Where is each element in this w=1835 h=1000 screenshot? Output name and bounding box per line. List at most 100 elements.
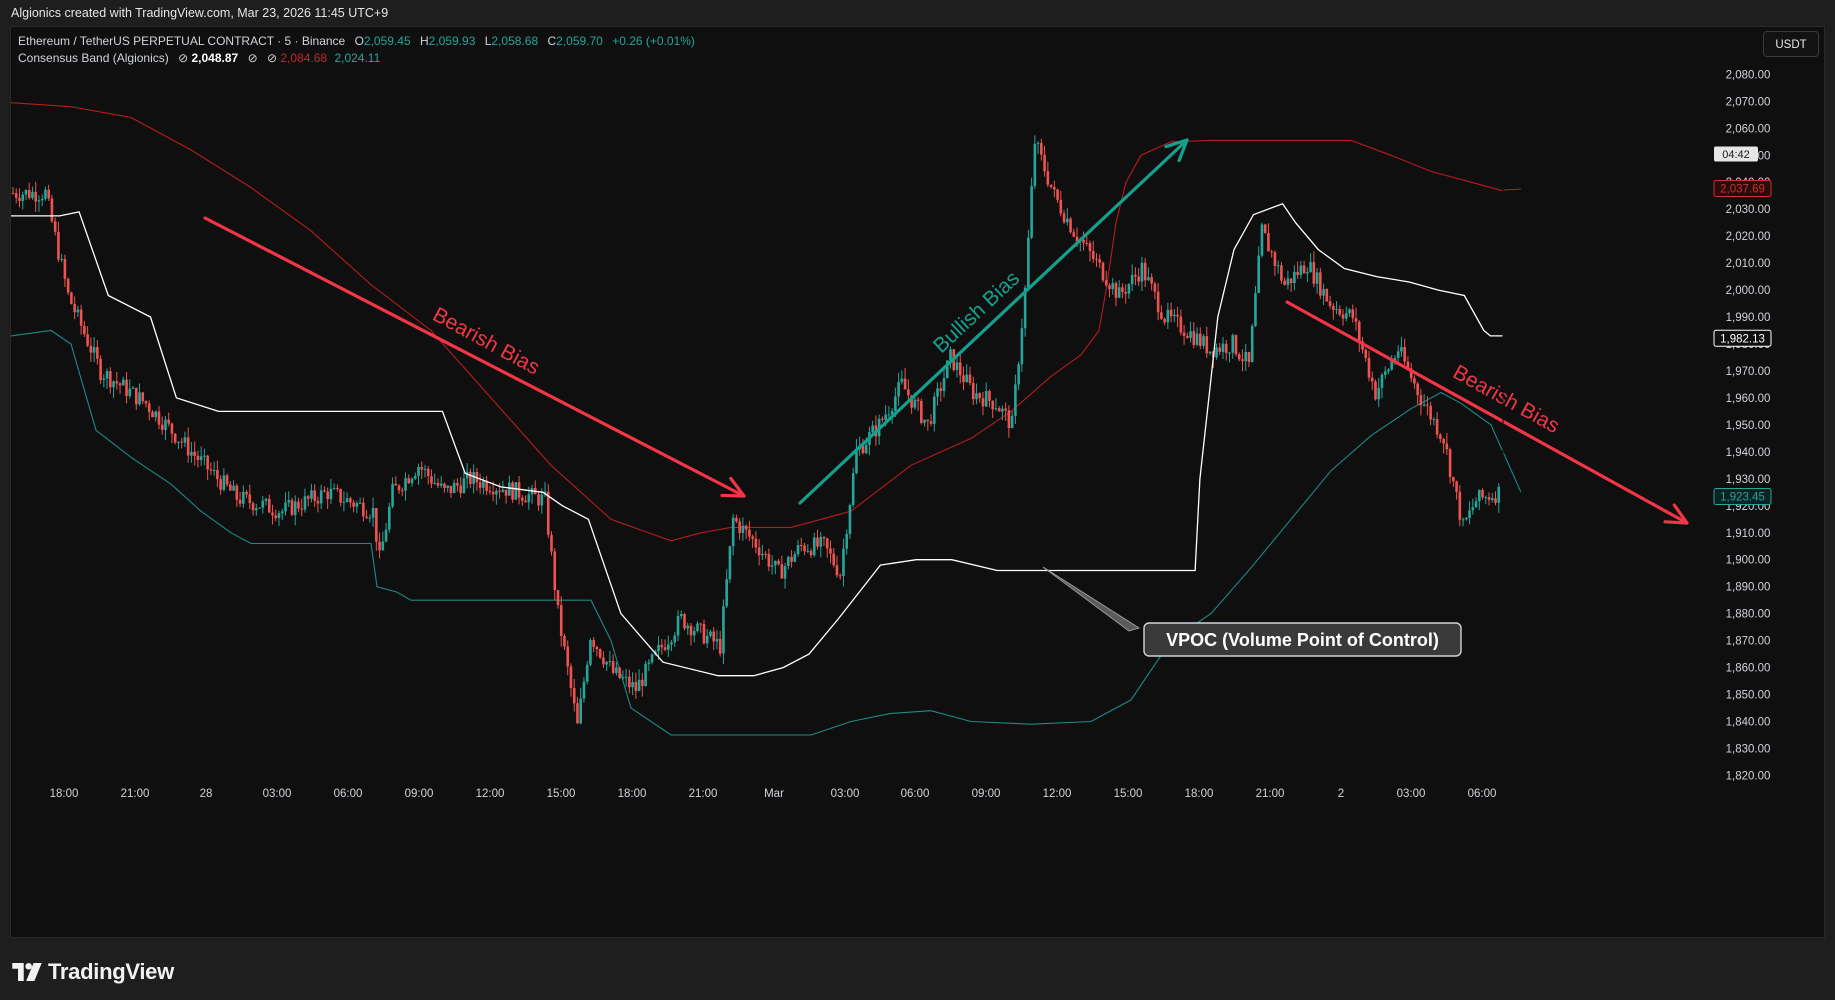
indicator-legend[interactable]: Consensus Band (Algionics) ⊘ 2,048.87 ⊘ … bbox=[18, 51, 380, 65]
candle-body bbox=[712, 631, 716, 642]
candle-body bbox=[728, 546, 732, 580]
price-tick-label: 1,830.00 bbox=[1726, 743, 1771, 755]
candle-body bbox=[576, 703, 579, 724]
candle-body bbox=[284, 502, 287, 512]
candle-body bbox=[825, 538, 829, 549]
candle-body bbox=[73, 303, 76, 313]
candle-body bbox=[255, 508, 258, 511]
indicator-name[interactable]: Consensus Band (Algionics) bbox=[18, 51, 169, 65]
candle-body bbox=[190, 451, 193, 456]
candle-body bbox=[212, 470, 216, 472]
candle-body bbox=[777, 560, 780, 565]
candle-body bbox=[115, 381, 119, 384]
upper-band-line bbox=[11, 102, 1522, 542]
candle-body bbox=[1465, 517, 1468, 520]
candle-body bbox=[1400, 347, 1403, 352]
candle-body bbox=[154, 411, 158, 418]
candle-body bbox=[112, 381, 115, 388]
candle-body bbox=[692, 630, 696, 636]
bullish-bias-label[interactable]: Bullish Bias bbox=[929, 267, 1024, 358]
candle-body bbox=[767, 553, 771, 567]
candle-body bbox=[676, 616, 680, 636]
candle-body bbox=[605, 661, 608, 665]
currency-button[interactable]: USDT bbox=[1763, 31, 1819, 57]
bullish-bias-arrow[interactable] bbox=[798, 138, 1189, 505]
candle-body bbox=[102, 378, 106, 380]
price-tick-label: 1,870.00 bbox=[1726, 636, 1771, 648]
candle-body bbox=[1344, 313, 1348, 319]
candle-body bbox=[602, 657, 605, 665]
candle-body bbox=[689, 625, 693, 636]
time-tick-label: 18:00 bbox=[618, 788, 647, 800]
candle-body bbox=[981, 398, 985, 407]
candle-body bbox=[1490, 498, 1494, 501]
bearish-bias-arrow-2[interactable] bbox=[1285, 300, 1689, 525]
candle-body bbox=[832, 553, 836, 566]
candle-body bbox=[297, 501, 300, 509]
candle-body bbox=[1260, 224, 1264, 256]
candle-body bbox=[1202, 336, 1205, 346]
candle-body bbox=[1137, 276, 1140, 282]
symbol-legend[interactable]: Ethereum / TetherUS PERPETUAL CONTRACT ·… bbox=[18, 34, 695, 48]
candle-body bbox=[1199, 333, 1202, 346]
price-tick-label: 1,960.00 bbox=[1726, 393, 1771, 405]
candle-body bbox=[634, 682, 638, 692]
candle-body bbox=[410, 478, 414, 484]
candle-body bbox=[1367, 358, 1371, 378]
candle-body bbox=[527, 494, 531, 503]
candle-body bbox=[186, 437, 190, 456]
ohlc-low-label: L bbox=[484, 34, 492, 48]
candle-body bbox=[485, 480, 488, 492]
time-tick-label: 21:00 bbox=[1256, 788, 1285, 800]
bullish-bias-arrow-shaft bbox=[798, 138, 1189, 505]
vpoc-callout[interactable]: VPOC (Volume Point of Control) bbox=[1042, 566, 1462, 657]
candle-body bbox=[345, 498, 349, 502]
candle-body bbox=[608, 661, 612, 663]
candle-body bbox=[222, 475, 226, 490]
time-tick-label: Mar bbox=[764, 788, 784, 800]
candle-body bbox=[248, 494, 252, 504]
countdown-text: 04:42 bbox=[1722, 149, 1750, 161]
candle-body bbox=[495, 490, 498, 495]
candle-body bbox=[439, 483, 443, 486]
candle-body bbox=[436, 482, 440, 486]
candle-body bbox=[1429, 405, 1432, 420]
candle-body bbox=[1153, 283, 1157, 292]
hidden-icon: ⊘ bbox=[178, 51, 189, 65]
candle-body bbox=[537, 494, 540, 506]
candle-body bbox=[770, 565, 774, 567]
band-layer bbox=[11, 102, 1522, 736]
candle-body bbox=[388, 506, 391, 530]
time-tick-label: 03:00 bbox=[1397, 788, 1426, 800]
tradingview-logo[interactable]: TradingView bbox=[12, 958, 174, 986]
ohlc-open: 2,059.45 bbox=[363, 34, 411, 48]
candle-body bbox=[1374, 381, 1377, 400]
candle-body bbox=[339, 489, 342, 503]
chart-pane[interactable]: Bearish Bias Bullish Bias Bearish Bias VPOC… bbox=[10, 26, 1825, 938]
candle-body bbox=[572, 687, 576, 704]
candle-body bbox=[11, 193, 15, 194]
candle-body bbox=[806, 550, 810, 552]
candle-body bbox=[1328, 301, 1332, 306]
candle-body bbox=[910, 395, 913, 408]
hidden-icon: ⊘ bbox=[266, 51, 278, 65]
candle-body bbox=[1066, 218, 1069, 223]
price-tick-label: 1,850.00 bbox=[1726, 690, 1771, 702]
candle-body bbox=[326, 491, 329, 500]
candle-body bbox=[1387, 369, 1390, 372]
candle-body bbox=[1224, 343, 1228, 353]
candle-body bbox=[1017, 364, 1020, 385]
candle-body bbox=[24, 190, 28, 195]
candle-body bbox=[27, 190, 31, 199]
candle-body bbox=[958, 362, 962, 376]
candle-body bbox=[735, 517, 738, 522]
candle-body bbox=[300, 508, 304, 510]
candle-body bbox=[342, 501, 346, 503]
candle-body bbox=[44, 189, 47, 199]
symbol-name[interactable]: Ethereum / TetherUS PERPETUAL CONTRACT ·… bbox=[18, 34, 346, 48]
candle-body bbox=[650, 654, 654, 663]
price-tick-label: 2,030.00 bbox=[1726, 204, 1771, 216]
candle-body bbox=[70, 292, 73, 304]
bearish-bias-arrow-1[interactable] bbox=[203, 216, 746, 498]
